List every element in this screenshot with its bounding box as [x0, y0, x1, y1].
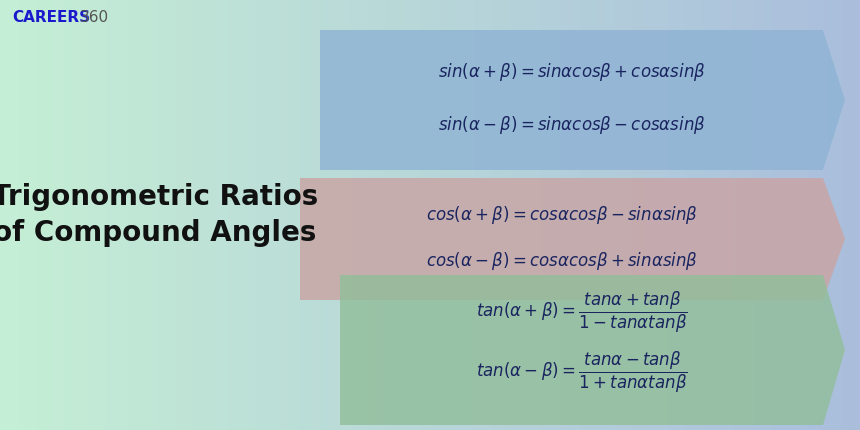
Polygon shape [320, 30, 845, 170]
Text: of Compound Angles: of Compound Angles [0, 219, 316, 247]
Text: $sin(\alpha + \beta) = sin\alpha cos\beta + cos\alpha sin\beta$: $sin(\alpha + \beta) = sin\alpha cos\bet… [438, 61, 705, 83]
Text: $cos(\alpha - \beta) = cos\alpha cos\beta + sin\alpha sin\beta$: $cos(\alpha - \beta) = cos\alpha cos\bet… [426, 250, 697, 272]
Text: 360: 360 [80, 10, 109, 25]
Text: $sin(\alpha - \beta) = sin\alpha cos\beta - cos\alpha sin\beta$: $sin(\alpha - \beta) = sin\alpha cos\bet… [438, 114, 705, 136]
Text: $tan(\alpha - \beta) = \dfrac{tan\alpha - tan\beta}{1 + tan\alpha tan\beta}$: $tan(\alpha - \beta) = \dfrac{tan\alpha … [476, 350, 687, 395]
Text: $cos(\alpha + \beta) = cos\alpha cos\beta - sin\alpha sin\beta$: $cos(\alpha + \beta) = cos\alpha cos\bet… [426, 203, 697, 226]
Polygon shape [300, 178, 845, 300]
Text: Trigonometric Ratios: Trigonometric Ratios [0, 183, 318, 211]
Polygon shape [340, 275, 845, 425]
Text: $tan(\alpha + \beta) = \dfrac{tan\alpha + tan\beta}{1 - tan\alpha tan\beta}$: $tan(\alpha + \beta) = \dfrac{tan\alpha … [476, 290, 687, 335]
Text: CAREERS: CAREERS [12, 10, 90, 25]
